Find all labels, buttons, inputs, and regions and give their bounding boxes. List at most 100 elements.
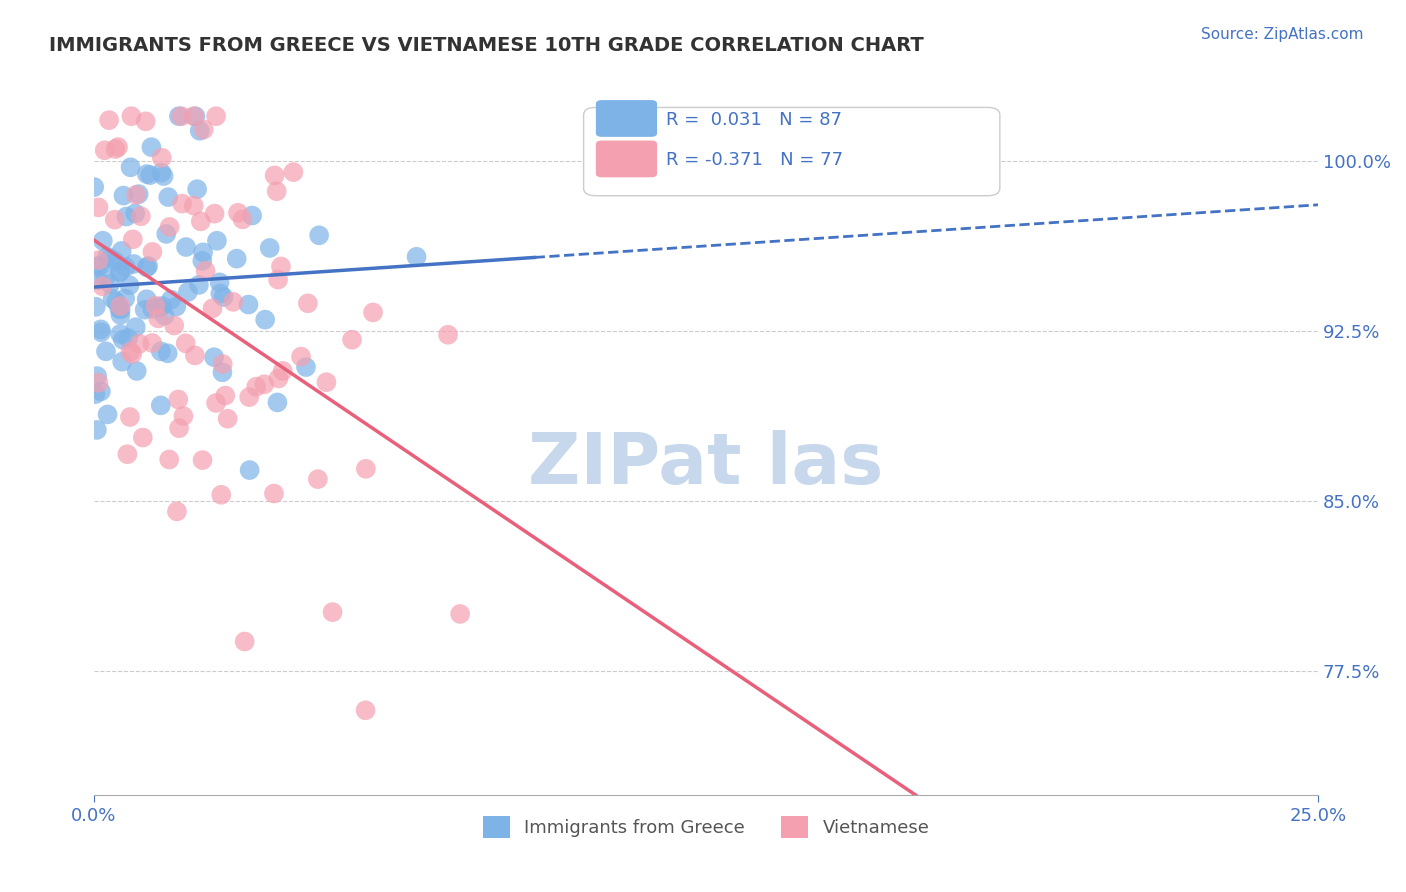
Point bbox=[226, 206, 249, 220]
Point bbox=[233, 634, 256, 648]
Point bbox=[120, 109, 142, 123]
Point bbox=[118, 409, 141, 424]
Point bbox=[183, 109, 205, 123]
Point bbox=[84, 387, 107, 401]
Point bbox=[254, 312, 277, 326]
Point bbox=[267, 272, 290, 286]
Point bbox=[240, 209, 263, 223]
Text: R = -0.371   N = 77: R = -0.371 N = 77 bbox=[665, 152, 842, 169]
Point bbox=[104, 212, 127, 227]
Point bbox=[114, 292, 136, 306]
Point bbox=[110, 302, 132, 317]
Point bbox=[263, 169, 285, 183]
Point bbox=[201, 301, 224, 316]
Point bbox=[186, 182, 208, 196]
Point bbox=[86, 273, 108, 287]
Point bbox=[134, 302, 156, 317]
Point bbox=[208, 276, 231, 290]
Point bbox=[152, 169, 174, 183]
Point bbox=[129, 209, 152, 223]
Point bbox=[263, 486, 285, 500]
Point bbox=[94, 271, 117, 285]
Point bbox=[135, 292, 157, 306]
FancyBboxPatch shape bbox=[596, 100, 657, 136]
Point bbox=[174, 240, 197, 254]
Point bbox=[120, 161, 142, 175]
Point bbox=[139, 168, 162, 182]
Point bbox=[163, 318, 186, 333]
Point bbox=[135, 114, 157, 128]
Point bbox=[149, 344, 172, 359]
Point bbox=[205, 109, 228, 123]
Point bbox=[108, 264, 131, 278]
Point bbox=[167, 392, 190, 407]
Point bbox=[238, 297, 260, 311]
Point bbox=[98, 113, 121, 128]
Text: IMMIGRANTS FROM GREECE VS VIETNAMESE 10TH GRADE CORRELATION CHART: IMMIGRANTS FROM GREECE VS VIETNAMESE 10T… bbox=[49, 36, 924, 54]
Point bbox=[125, 320, 148, 334]
Point bbox=[141, 301, 163, 316]
Point bbox=[120, 344, 142, 359]
Point bbox=[283, 165, 305, 179]
Point bbox=[166, 504, 188, 518]
Point bbox=[104, 142, 127, 156]
Point bbox=[115, 210, 138, 224]
Point bbox=[87, 253, 110, 268]
Point bbox=[153, 309, 176, 323]
Legend: Immigrants from Greece, Vietnamese: Immigrants from Greece, Vietnamese bbox=[475, 809, 936, 846]
Point bbox=[209, 286, 232, 301]
Point bbox=[174, 336, 197, 351]
Point bbox=[135, 167, 157, 181]
Point bbox=[150, 151, 173, 165]
Point bbox=[91, 279, 114, 293]
Point bbox=[111, 355, 134, 369]
Point bbox=[160, 293, 183, 307]
Point bbox=[135, 260, 157, 275]
Point bbox=[271, 364, 294, 378]
Point bbox=[104, 254, 127, 268]
Point bbox=[117, 447, 139, 461]
Point bbox=[191, 253, 214, 268]
Text: R =  0.031   N = 87: R = 0.031 N = 87 bbox=[665, 111, 842, 129]
Point bbox=[118, 278, 141, 293]
Point bbox=[86, 369, 108, 384]
Point bbox=[114, 260, 136, 274]
Point bbox=[86, 423, 108, 437]
Point bbox=[117, 331, 139, 345]
Point bbox=[148, 311, 170, 326]
Point bbox=[132, 430, 155, 444]
Point bbox=[184, 348, 207, 362]
Point bbox=[177, 285, 200, 299]
Point bbox=[93, 143, 115, 157]
FancyBboxPatch shape bbox=[596, 141, 657, 178]
Point bbox=[128, 336, 150, 351]
Point bbox=[322, 605, 344, 619]
Point bbox=[145, 299, 167, 313]
Point bbox=[150, 166, 173, 180]
Point bbox=[121, 232, 143, 246]
Point bbox=[111, 244, 134, 258]
Point bbox=[212, 290, 235, 304]
Point bbox=[307, 472, 329, 486]
Point bbox=[124, 206, 146, 220]
Point bbox=[187, 277, 209, 292]
Point bbox=[297, 296, 319, 310]
Point bbox=[167, 421, 190, 435]
Point bbox=[110, 308, 132, 322]
Point bbox=[266, 184, 288, 198]
Point bbox=[105, 294, 128, 309]
Point bbox=[449, 607, 471, 621]
Point bbox=[190, 214, 212, 228]
Point bbox=[361, 305, 384, 319]
Point bbox=[112, 188, 135, 202]
Point bbox=[259, 241, 281, 255]
Point bbox=[91, 234, 114, 248]
FancyBboxPatch shape bbox=[583, 107, 1000, 195]
Point bbox=[90, 384, 112, 399]
Point bbox=[437, 327, 460, 342]
Point bbox=[141, 140, 163, 154]
Point bbox=[128, 187, 150, 202]
Point bbox=[150, 299, 173, 313]
Point bbox=[266, 395, 288, 409]
Point bbox=[111, 333, 134, 347]
